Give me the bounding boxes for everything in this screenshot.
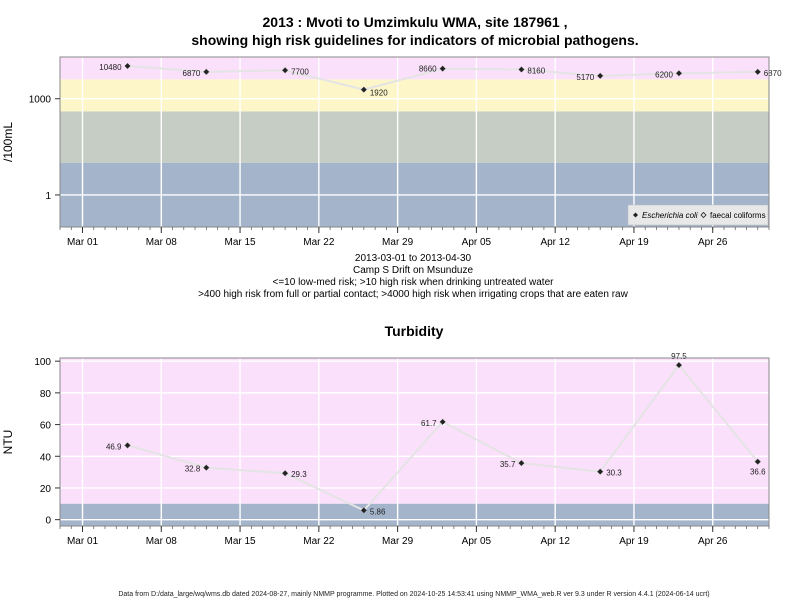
plot-frame [59, 56, 770, 228]
legend: Escherichia coli faecal coliforms [627, 204, 769, 226]
y-tick-label-2: 40 [40, 452, 52, 463]
data-point-8 [754, 68, 762, 76]
y-axis-label: NTU [1, 430, 15, 455]
data-point-1 [202, 68, 210, 76]
risk-band-2 [60, 111, 769, 163]
x-axis: Mar 01 Mar 08 Mar 15 Mar 22 Mar 29 Apr 05 Apr … [59, 526, 770, 547]
data-point-4 [439, 418, 446, 426]
data-point-6 [596, 72, 604, 80]
data-label-8: 6870 [764, 69, 782, 78]
data-point-1 [202, 464, 210, 472]
y-tick-label-5: 100 [34, 357, 51, 368]
data-point-4 [439, 65, 446, 73]
data-label-8: 36.6 [750, 468, 766, 477]
risk-band-1 [60, 503, 769, 526]
y-tick-label-0: 0 [45, 516, 51, 527]
turbidity-title: Turbidity [385, 323, 444, 339]
y-tick-label-3: 60 [40, 421, 52, 432]
data-point-5 [518, 459, 525, 467]
y-tick-label-1: 20 [40, 484, 52, 495]
data-label-0: 46.9 [106, 442, 122, 451]
chart-title-line2: showing high risk guidelines for indicat… [191, 32, 638, 48]
data-points: 46.9 32.8 29.3 5.86 61.7 35.7 30.3 97.5 36.6 [106, 352, 766, 516]
chart-title-line1: 2013 : Mvoti to Umzimkulu WMA, site 1879… [263, 14, 568, 30]
data-point-0 [124, 441, 131, 449]
caption-date-range: 2013-03-01 to 2013-04-30 [355, 253, 472, 264]
footer-note: Data from D:/data_large/wq/wms.db dated … [118, 591, 709, 598]
turbidity-plot: 46.9 32.8 29.3 5.86 61.7 35.7 30.3 97.5 36.6 Mar… [1, 352, 770, 547]
legend-faecal-marker [700, 211, 707, 219]
x-tick-label-6: Apr 12 [540, 237, 570, 248]
data-label-1: 32.8 [185, 465, 201, 474]
y-axis-label: /100mL [1, 122, 15, 162]
y-axis: 0 20 40 60 80 100 [34, 357, 60, 527]
risk-bands [60, 358, 769, 526]
legend-faecal-label: faecal coliforms [710, 211, 766, 220]
data-point-3 [360, 507, 368, 514]
data-label-4: 61.7 [421, 419, 437, 428]
x-tick-label-7: Apr 19 [619, 536, 649, 547]
x-tick-label-0: Mar 01 [67, 536, 99, 547]
caption-guideline-contact: >400 high risk from full or partial cont… [198, 289, 628, 300]
microbial-plot: 10480 6870 7700 1920 8660 8160 5170 6200 6870 Ma… [1, 56, 782, 248]
data-point-3 [360, 86, 368, 93]
data-label-2: 7700 [291, 67, 309, 76]
data-point-2 [281, 469, 289, 477]
grid-lines [60, 358, 769, 526]
data-point-2 [281, 66, 289, 74]
data-label-5: 8160 [527, 66, 545, 75]
data-label-7: 97.5 [671, 352, 687, 361]
data-label-7: 6200 [655, 70, 673, 79]
legend-box [627, 204, 769, 226]
y-tick-label-1: 1000 [29, 95, 52, 106]
x-tick-label-0: Mar 01 [67, 237, 99, 248]
data-point-8 [754, 458, 762, 466]
x-tick-label-8: Apr 26 [698, 237, 728, 248]
data-point-5 [518, 66, 525, 73]
data-point-7 [675, 69, 683, 77]
data-label-3: 1920 [370, 89, 388, 98]
data-label-6: 5170 [576, 73, 594, 82]
data-point-6 [596, 468, 604, 475]
data-label-0: 10480 [99, 63, 122, 72]
plot-frame [59, 357, 770, 527]
x-tick-label-2: Mar 15 [225, 237, 257, 248]
x-tick-label-3: Mar 22 [303, 237, 335, 248]
x-tick-label-8: Apr 26 [698, 536, 728, 547]
x-tick-label-2: Mar 15 [225, 536, 257, 547]
risk-bands [60, 57, 769, 227]
x-axis: Mar 01 Mar 08 Mar 15 Mar 22 Mar 29 Apr 05 Apr … [59, 227, 770, 248]
x-tick-label-7: Apr 19 [619, 237, 649, 248]
data-label-6: 30.3 [606, 469, 622, 478]
grid-lines [60, 57, 769, 227]
x-tick-label-1: Mar 08 [146, 237, 178, 248]
x-tick-label-6: Apr 12 [540, 536, 570, 547]
x-tick-label-5: Apr 05 [462, 237, 492, 248]
risk-band-0 [60, 358, 769, 504]
data-point-0 [124, 62, 131, 70]
data-label-5: 35.7 [500, 460, 516, 469]
data-points: 10480 6870 7700 1920 8660 8160 5170 6200 6870 [99, 62, 782, 98]
x-tick-label-4: Mar 29 [382, 237, 414, 248]
y-tick-label-4: 80 [40, 389, 52, 400]
caption-site: Camp S Drift on Msunduze [353, 265, 473, 276]
risk-band-1 [60, 79, 769, 112]
data-label-4: 8660 [419, 65, 437, 74]
data-point-7 [675, 361, 683, 369]
risk-band-0 [60, 57, 769, 80]
x-tick-label-5: Apr 05 [462, 536, 492, 547]
legend-ecoli-label: Escherichia coli [642, 211, 698, 220]
legend-ecoli-marker [633, 212, 638, 218]
x-tick-label-4: Mar 29 [382, 536, 414, 547]
y-axis: 1 1000 [29, 95, 60, 202]
data-label-2: 29.3 [291, 470, 307, 479]
data-label-1: 6870 [183, 69, 201, 78]
x-tick-label-3: Mar 22 [303, 536, 335, 547]
caption-guideline-drinking: <=10 low-med risk; >10 high risk when dr… [273, 277, 555, 288]
data-label-3: 5.86 [370, 507, 386, 516]
x-tick-label-1: Mar 08 [146, 536, 178, 547]
y-tick-label-0: 1 [45, 191, 51, 202]
